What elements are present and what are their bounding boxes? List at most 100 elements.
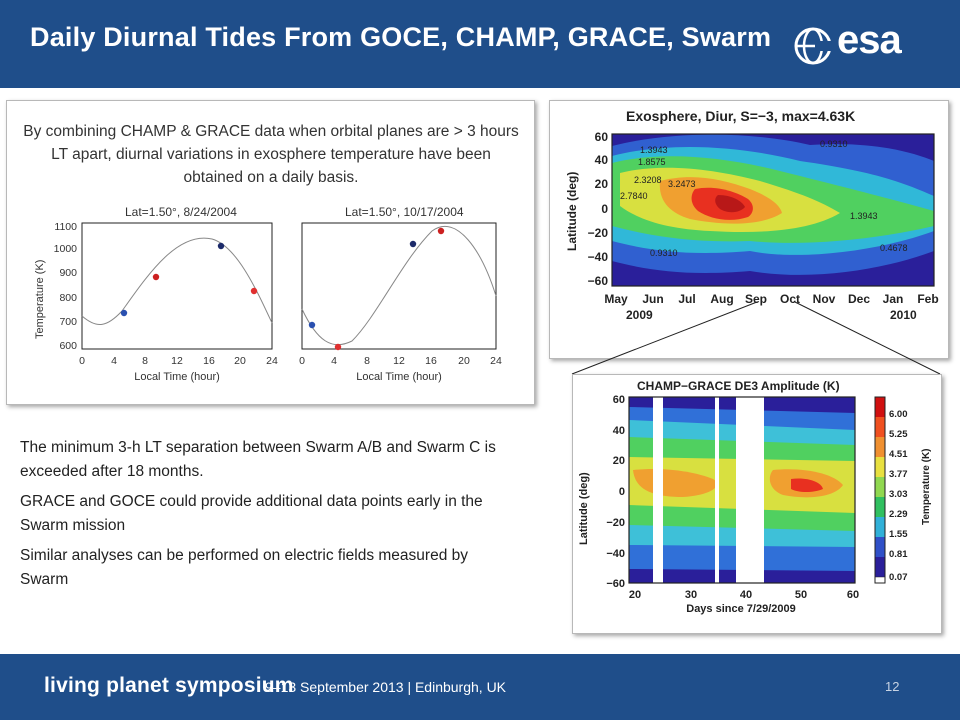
map2-xlabel: Days since 7/29/2009 bbox=[686, 603, 795, 615]
map2-ytick: 60 bbox=[613, 394, 625, 406]
slide-title: Daily Diurnal Tides From GOCE, CHAMP, GR… bbox=[30, 22, 772, 52]
map2-ytick: −20 bbox=[606, 517, 625, 529]
map1-contour-label: 2.3208 bbox=[634, 175, 662, 185]
map1-ytick: 60 bbox=[595, 130, 609, 144]
bullet-item: The minimum 3-h LT separation between Sw… bbox=[20, 439, 496, 480]
map1-ytick: −40 bbox=[588, 250, 609, 264]
map1-month: Jun bbox=[642, 292, 663, 306]
map2-colorbar-tick: 3.77 bbox=[889, 469, 908, 480]
map2-colorbar-tick: 4.51 bbox=[889, 449, 908, 460]
plot2-xtick: 24 bbox=[490, 355, 502, 367]
map2-colorbar bbox=[874, 396, 886, 584]
plot2-xtick: 12 bbox=[393, 355, 405, 367]
map2-yticks: 60 40 20 0 −20 −40 −60 bbox=[606, 394, 625, 590]
plot1-xlabel: Local Time (hour) bbox=[134, 371, 220, 383]
footer-bar: living planet symposium 9–13 September 2… bbox=[0, 654, 960, 720]
map2-colorbar-tick: 5.25 bbox=[889, 429, 908, 440]
plot2-xlabel: Local Time (hour) bbox=[356, 371, 442, 383]
map1-contour-labels: 1.3943 1.8575 2.3208 2.7840 3.2473 1.394… bbox=[620, 139, 908, 258]
map1-frame bbox=[611, 133, 935, 287]
esa-logo: esa bbox=[793, 18, 933, 68]
esa-logo-text: esa bbox=[837, 18, 902, 62]
map1-contour-label: 3.2473 bbox=[668, 179, 696, 189]
map1-month-ticks: May Jun Jul Aug Sep Oct Nov Dec Jan Feb bbox=[604, 292, 938, 306]
map1-month: Feb bbox=[917, 292, 938, 306]
plot1-yticks: 1100 1000 900 800 700 600 bbox=[54, 221, 78, 352]
plot1-ytick: 800 bbox=[59, 292, 77, 304]
map2-colorbar-label: Temperature (K) bbox=[921, 449, 932, 526]
footer-brand: living planet symposium bbox=[44, 674, 294, 697]
exosphere-contour-map: Exosphere, Diur, S=−3, max=4.63K Latitud… bbox=[565, 108, 939, 322]
map2-colorbar-tick: 0.07 bbox=[889, 572, 908, 583]
map1-contour-label: 2.7840 bbox=[620, 191, 648, 201]
diurnal-line-plots: Lat=1.50°, 8/24/2004 Temperature (K) 110… bbox=[34, 205, 502, 383]
map1-ytick: 20 bbox=[595, 177, 609, 191]
plot1-xtick: 20 bbox=[234, 355, 246, 367]
map1-contour-label: 0.4678 bbox=[880, 243, 908, 253]
map1-month: Nov bbox=[813, 292, 836, 306]
map2-xticks: 20 30 40 50 60 bbox=[629, 589, 859, 601]
plot1-point bbox=[120, 309, 128, 317]
plot1-xtick: 24 bbox=[266, 355, 278, 367]
plot2-xtick: 20 bbox=[458, 355, 470, 367]
map2-colorbar-tick: 1.55 bbox=[889, 529, 908, 540]
plot2-point bbox=[308, 321, 316, 329]
map1-month: Jul bbox=[678, 292, 695, 306]
map2-colorbar-tick: 3.03 bbox=[889, 489, 908, 500]
map1-month: Aug bbox=[710, 292, 733, 306]
plot1-point bbox=[152, 273, 160, 281]
map1-ylabel: Latitude (deg) bbox=[565, 172, 579, 251]
plot1-frame bbox=[81, 222, 273, 350]
map1-year-end: 2010 bbox=[890, 308, 917, 322]
de3-amplitude-panel: CHAMP−GRACE DE3 Amplitude (K) Latitude (… bbox=[572, 374, 942, 634]
map2-colorbar-tick: 2.29 bbox=[889, 509, 908, 520]
plot1-xticks: 0 4 8 12 16 20 24 bbox=[79, 355, 278, 367]
plot2-xticks: 0 4 8 12 16 20 24 bbox=[299, 355, 502, 367]
bullet-item: GRACE and GOCE could provide additional … bbox=[20, 493, 483, 534]
map2-ytick: −40 bbox=[606, 548, 625, 560]
map1-month: Oct bbox=[780, 292, 800, 306]
map2-ytick: 40 bbox=[613, 425, 625, 437]
map2-data-gap bbox=[736, 397, 764, 583]
intro-text: By combining CHAMP & GRACE data when orb… bbox=[23, 123, 519, 186]
map1-band bbox=[715, 195, 745, 213]
diurnal-plots-panel: By combining CHAMP & GRACE data when orb… bbox=[6, 100, 535, 405]
map2-ytick: −60 bbox=[606, 578, 625, 590]
map2-xtick: 60 bbox=[847, 589, 859, 601]
map2-ytick: 0 bbox=[619, 486, 625, 498]
map2-xtick: 20 bbox=[629, 589, 641, 601]
plot1-point bbox=[250, 287, 258, 295]
plot1-ytick: 700 bbox=[59, 316, 77, 328]
exosphere-map-panel: Exosphere, Diur, S=−3, max=4.63K Latitud… bbox=[549, 100, 949, 359]
plot1-ytick: 1000 bbox=[54, 243, 78, 255]
map2-colorbar-ticks: 6.00 5.25 4.51 3.77 3.03 2.29 1.55 0.81 … bbox=[889, 409, 908, 583]
footer-event-info: 9–13 September 2013 | Edinburgh, UK bbox=[265, 679, 507, 695]
plot2-xtick: 0 bbox=[299, 355, 305, 367]
map2-frame bbox=[628, 396, 856, 584]
map1-contour-label: 1.8575 bbox=[638, 157, 666, 167]
map2-colorbar-tick: 0.81 bbox=[889, 549, 908, 560]
plot2-frame bbox=[301, 222, 497, 350]
map1-contour-label: 1.3943 bbox=[640, 145, 668, 155]
map1-month: Dec bbox=[848, 292, 870, 306]
plot2-fit-curve bbox=[301, 225, 497, 346]
map1-ytick: −20 bbox=[588, 226, 609, 240]
map2-colorbar-tick: 6.00 bbox=[889, 409, 908, 420]
plot2-xtick: 8 bbox=[364, 355, 370, 367]
plot2-point bbox=[437, 227, 445, 235]
map1-ytick: −60 bbox=[588, 274, 609, 288]
plot1-xtick: 12 bbox=[171, 355, 183, 367]
plot1-xtick: 16 bbox=[203, 355, 215, 367]
plot2-point bbox=[334, 343, 342, 351]
esa-globe-icon bbox=[794, 27, 837, 65]
header-bar: Daily Diurnal Tides From GOCE, CHAMP, GR… bbox=[0, 0, 960, 88]
map1-month: Jan bbox=[883, 292, 904, 306]
map1-month: May bbox=[604, 292, 628, 306]
map1-contour-label: 0.9310 bbox=[820, 139, 848, 149]
map1-yticks: 60 40 20 0 −20 −40 −60 bbox=[588, 130, 609, 288]
plot1-ytick: 1100 bbox=[54, 221, 77, 233]
plot1-point bbox=[217, 242, 225, 250]
bullet-list: The minimum 3-h LT separation between Sw… bbox=[20, 436, 500, 598]
plot1-xtick: 8 bbox=[142, 355, 148, 367]
map2-band bbox=[791, 478, 823, 492]
